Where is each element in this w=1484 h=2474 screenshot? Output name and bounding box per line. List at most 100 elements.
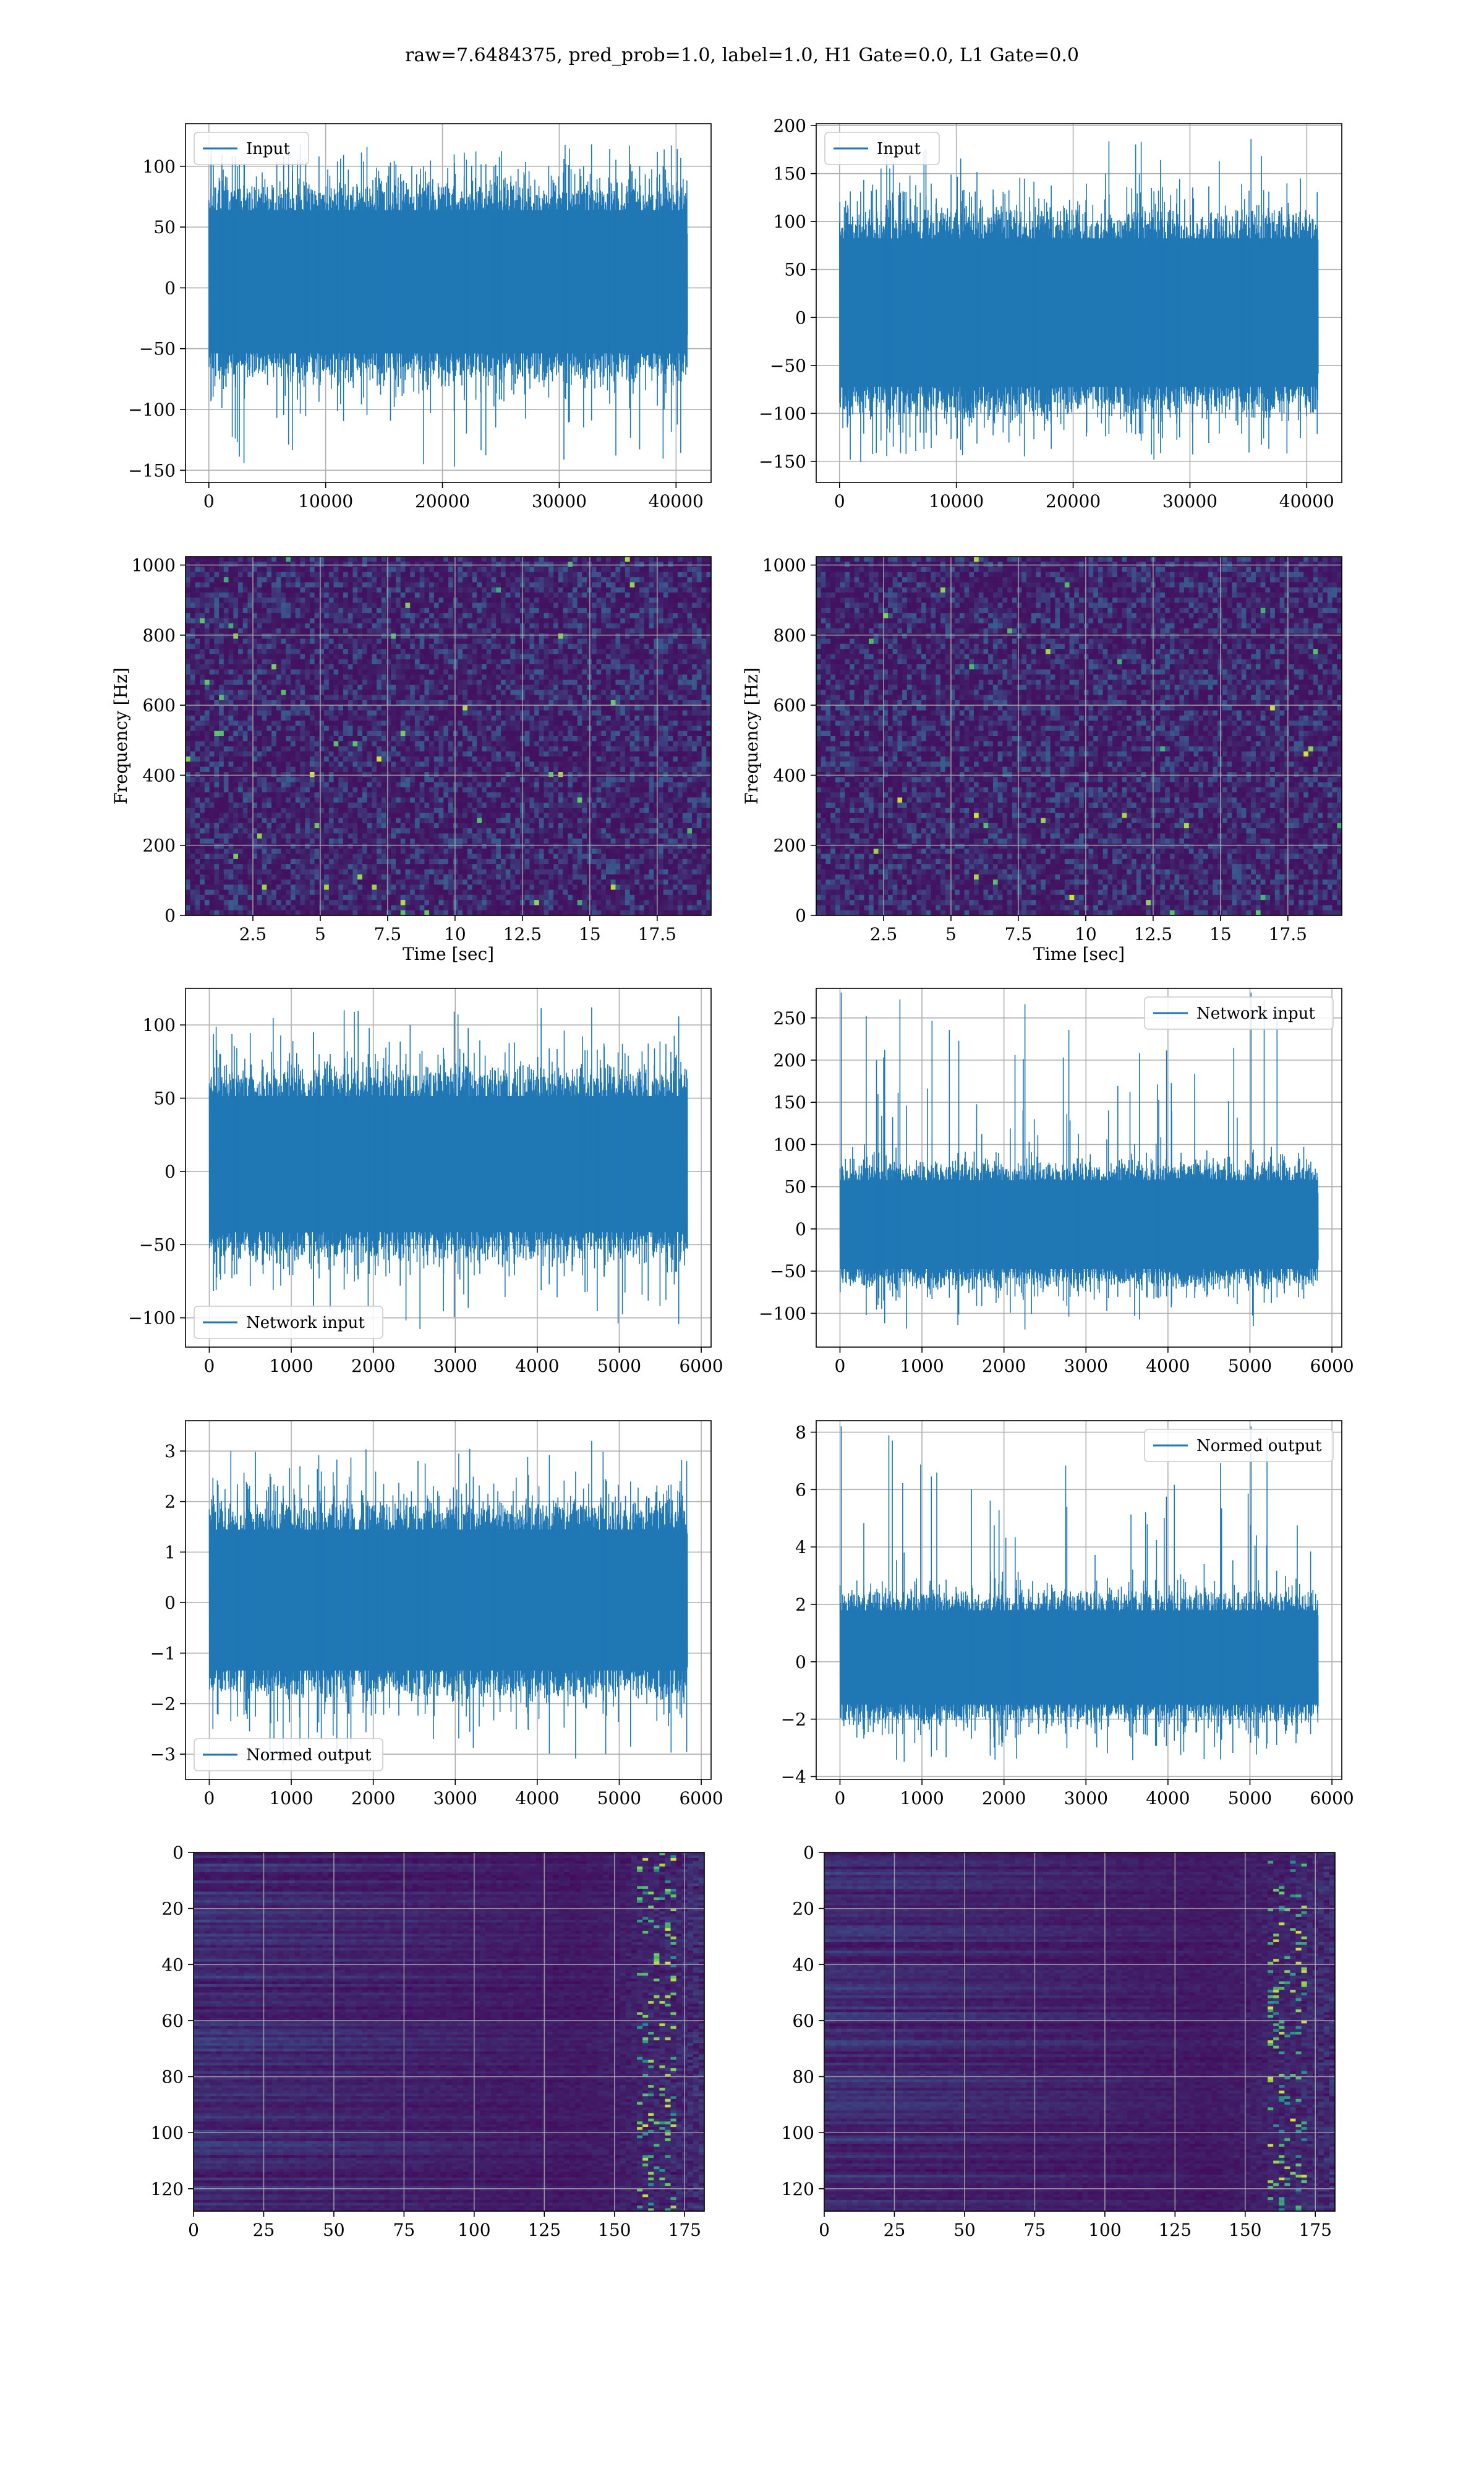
legend-entry: Normed output: [246, 1746, 372, 1765]
x-tick-label: 100: [1088, 2220, 1121, 2240]
y-tick-label: 50: [784, 1177, 806, 1197]
y-tick-label: −50: [139, 1235, 176, 1255]
chart-l1-input: Input 0 10000 20000 30000 40000 −150 −100 −50 0 50…: [759, 116, 1342, 511]
y-tick-label: −100: [128, 1308, 176, 1329]
y-tick-label: 3: [164, 1441, 176, 1462]
x-tick-label: 1000: [900, 1356, 944, 1376]
y-tick-label: 600: [143, 695, 176, 716]
panel-l1-network-input: Network input 0 1000 2000 3000 4000 5000 6000 −1…: [759, 988, 1354, 1376]
x-tick-label: 10: [1075, 924, 1097, 944]
chart-l1-feature-map: 0 25 50 75 100 125 150 175 0 20 40 60 80 100 120: [782, 1843, 1336, 2240]
y-tick-label: 1: [164, 1542, 176, 1562]
x-tick-label: 2.5: [239, 924, 267, 944]
series-spikes: [840, 1426, 1311, 1762]
y-tick-label: 400: [774, 765, 806, 785]
y-tick-label: 600: [774, 695, 806, 716]
y-tick-label: 20: [792, 1899, 814, 1919]
x-tick-label: 2000: [982, 1356, 1026, 1376]
y-axis-label: Frequency [Hz]: [111, 667, 131, 804]
x-tick-label: 5000: [1228, 1788, 1272, 1808]
panel-l1-normed-output: Normed output 0 1000 2000 3000 4000 5000 6000 −4…: [781, 1420, 1354, 1808]
y-tick-label: 0: [164, 1593, 176, 1613]
chart-h1-normed-output: Normed output 0 1000 2000 3000 4000 5000 6000 −3…: [150, 1420, 723, 1808]
y-tick-label: −100: [759, 1303, 806, 1324]
series-spikes: [212, 1440, 688, 1764]
x-tick-label: 12.5: [503, 924, 542, 944]
axes-frame: [816, 988, 1342, 1348]
legend-entry: Network input: [1196, 1004, 1315, 1023]
y-tick-label: 1000: [762, 555, 806, 576]
axes-frame: [824, 1852, 1336, 2212]
x-tick-label: 15: [1209, 924, 1232, 944]
y-tick-label: 80: [161, 2067, 184, 2087]
y-tick-label: 200: [774, 836, 806, 856]
y-tick-label: 150: [774, 164, 806, 184]
x-tick-label: 10000: [929, 491, 984, 511]
x-tick-label: 17.5: [1269, 924, 1307, 944]
legend: Network input: [1144, 996, 1334, 1030]
legend-entry: Input: [246, 140, 290, 158]
y-tick-label: 100: [151, 2123, 184, 2143]
x-tick-label: 0: [835, 1356, 846, 1376]
y-tick-label: 100: [774, 212, 806, 232]
y-tick-label: −50: [139, 339, 176, 359]
x-tick-label: 0: [835, 1788, 846, 1808]
y-tick-label: −150: [128, 460, 176, 481]
legend: Normed output: [1144, 1429, 1334, 1462]
legend-entry: Network input: [246, 1314, 365, 1332]
x-tick-label: 40000: [1279, 491, 1334, 511]
heatmap-cells: [186, 557, 712, 916]
x-tick-label: 2000: [351, 1788, 395, 1808]
y-tick-label: 0: [164, 278, 176, 298]
y-tick-label: 2: [164, 1492, 176, 1512]
chart-h1-spectrogram: 2.5 5 7.5 10 12.5 15 17.5 0 200 400 600 800 1000 Time…: [111, 555, 712, 964]
x-tick-label: 40000: [649, 491, 704, 511]
x-tick-label: 12.5: [1134, 924, 1172, 944]
y-tick-label: −50: [770, 1261, 806, 1282]
legend: Network input: [194, 1306, 383, 1339]
panel-h1-network-input: Network input 0 1000 2000 3000 4000 5000 6000 −1…: [128, 988, 723, 1376]
x-tick-label: 5000: [1228, 1356, 1272, 1376]
y-tick-label: 40: [792, 1954, 814, 1975]
series-spikes: [840, 992, 1305, 1330]
legend-box: [194, 1306, 383, 1339]
y-tick-label: 100: [143, 156, 176, 177]
y-tick-label: −50: [770, 356, 806, 376]
y-tick-label: 0: [803, 1843, 814, 1863]
y-tick-label: −100: [759, 403, 806, 424]
x-tick-label: 4000: [1146, 1788, 1190, 1808]
y-tick-label: 50: [784, 260, 806, 280]
x-tick-label: 50: [323, 2220, 345, 2240]
x-tick-label: 6000: [1310, 1356, 1354, 1376]
x-tick-label: 6000: [679, 1788, 723, 1808]
y-tick-label: −4: [781, 1766, 806, 1787]
x-tick-label: 5: [315, 924, 326, 944]
x-tick-label: 4000: [515, 1788, 559, 1808]
legend-entry: Input: [877, 140, 921, 158]
y-tick-label: 120: [782, 2179, 814, 2199]
y-tick-label: −150: [759, 452, 806, 472]
y-tick-label: 100: [782, 2123, 814, 2143]
y-tick-label: −1: [150, 1643, 176, 1664]
panel-h1-input: Input 0 10000 20000 30000 40000 −150 −100 −50 0 50…: [128, 123, 712, 511]
x-tick-label: 2000: [351, 1356, 395, 1376]
y-tick-label: 150: [774, 1092, 806, 1113]
heatmap-cells: [824, 1852, 1336, 2212]
y-tick-label: 0: [795, 1219, 806, 1239]
x-tick-label: 125: [1159, 2220, 1192, 2240]
x-tick-label: 3000: [1064, 1788, 1108, 1808]
legend: Normed output: [194, 1738, 383, 1771]
legend-entry: Normed output: [1196, 1437, 1322, 1455]
y-tick-label: 800: [143, 625, 176, 646]
x-tick-label: 100: [458, 2220, 490, 2240]
x-tick-label: 7.5: [374, 924, 402, 944]
x-tick-label: 3000: [433, 1788, 477, 1808]
series-band: [839, 238, 1318, 387]
x-tick-label: 150: [598, 2220, 631, 2240]
y-tick-label: 1000: [132, 555, 176, 576]
y-tick-label: −2: [150, 1693, 176, 1714]
x-tick-label: 3000: [1064, 1356, 1108, 1376]
y-tick-label: 8: [795, 1423, 806, 1443]
y-tick-label: 800: [774, 625, 806, 646]
